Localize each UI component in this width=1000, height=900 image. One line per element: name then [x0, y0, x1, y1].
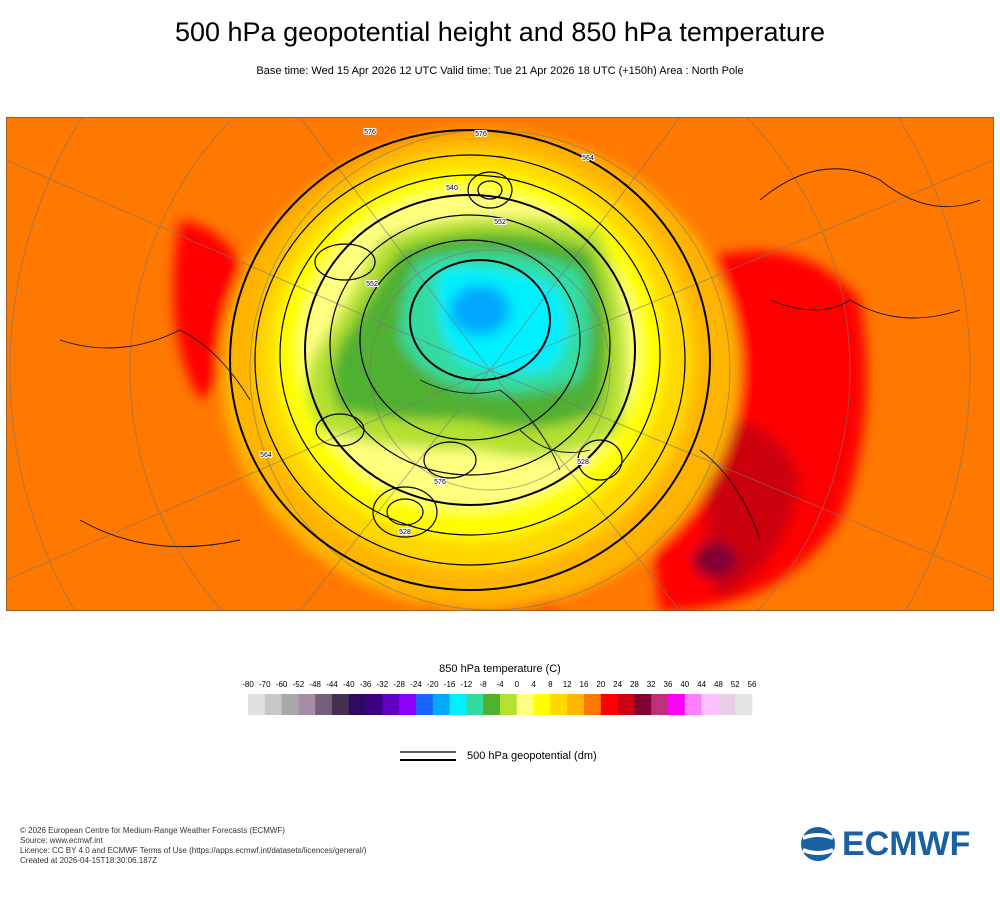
colorbar-tick-label: 28	[630, 680, 639, 689]
temperature-field	[173, 130, 867, 611]
colorbar-tick-label: 52	[731, 680, 740, 689]
colorbar-tick-label: 4	[531, 680, 536, 689]
colorbar-box	[550, 694, 568, 715]
contour-labels: 576 552 528 564 540 552 576 528 564 576	[259, 128, 595, 537]
contour-label: 564	[582, 155, 594, 162]
colorbar-tick-label: 44	[697, 680, 706, 689]
colorbar-tick-label: -12	[461, 680, 473, 689]
colorbar-box	[466, 694, 484, 715]
colorbar-box	[668, 694, 686, 715]
colorbar-tick-label: -44	[326, 680, 338, 689]
graticule	[6, 117, 994, 611]
colorbar-tick-label: -70	[259, 680, 271, 689]
colorbar-tick-label: 12	[563, 680, 572, 689]
colorbar-tick-label: 56	[748, 680, 757, 689]
colorbar-box	[718, 694, 736, 715]
contour-label: 576	[475, 131, 487, 138]
colorbar-box	[315, 694, 333, 715]
colorbar-box	[281, 694, 299, 715]
footer: © 2026 European Centre for Medium-Range …	[20, 826, 367, 865]
contour-label: 552	[366, 281, 378, 288]
colorbar-tick-label: -52	[293, 680, 305, 689]
line-legend: 500 hPa geopotential (dm)	[400, 750, 597, 762]
colorbar-box	[449, 694, 467, 715]
contour-label: 528	[399, 529, 411, 536]
footer-line: Source: www.ecmwf.int	[20, 836, 103, 845]
colorbar-box	[483, 694, 501, 715]
colorbar-tick-label: 20	[596, 680, 605, 689]
colorbar-box	[399, 694, 417, 715]
colorbar-tick-label: -60	[276, 680, 288, 689]
title: 500 hPa geopotential height and 850 hPa …	[175, 17, 825, 47]
colorbar-tick-label: 32	[647, 680, 656, 689]
colorbar-tick-label: 48	[714, 680, 723, 689]
line-legend-label: 500 hPa geopotential (dm)	[467, 750, 597, 762]
colorbar-tick-label: -36	[360, 680, 372, 689]
colorbar-tick-label: -24	[410, 680, 422, 689]
colorbar-box	[701, 694, 719, 715]
colorbar-tick-label: 36	[664, 680, 673, 689]
contour-label: 576	[434, 479, 446, 486]
colorbar-box	[365, 694, 383, 715]
contour-label: 576	[364, 129, 376, 136]
colorbar-box	[248, 694, 266, 715]
colorbar-tick-label: -8	[480, 680, 488, 689]
footer-line: Licence: CC BY 4.0 and ECMWF Terms of Us…	[20, 846, 367, 855]
logo: ECMWF	[801, 825, 970, 863]
colorbar-box	[584, 694, 602, 715]
coastlines	[59, 168, 981, 548]
footer-line: © 2026 European Centre for Medium-Range …	[20, 826, 285, 835]
logo-icon	[801, 827, 835, 861]
colorbar-box	[332, 694, 350, 715]
colorbar-box	[516, 694, 534, 715]
subtitle: Base time: Wed 15 Apr 2026 12 UTC Valid …	[256, 65, 743, 77]
colorbar: -80 -70 -60 -52 -48 -44 -40 -36 -32 -28 -24 -20 -16-…	[242, 680, 757, 715]
colorbar-box	[416, 694, 434, 715]
colorbar-box	[567, 694, 585, 715]
colorbar-box	[600, 694, 618, 715]
colorbar-tick-label: -40	[343, 680, 355, 689]
colorbar-box	[348, 694, 366, 715]
colorbar-box	[634, 694, 652, 715]
logo-icon-lines	[802, 833, 834, 855]
footer-line: Created at 2026-04-15T18:30:06.187Z	[20, 856, 157, 865]
colorbar-box	[500, 694, 518, 715]
contour-label: 528	[577, 459, 589, 466]
colorbar-box	[617, 694, 635, 715]
colorbar-tick-label: -80	[242, 680, 254, 689]
colorbar-tick-label: -32	[377, 680, 389, 689]
colorbar-box	[735, 694, 753, 715]
colorbar-title: 850 hPa temperature (C)	[439, 663, 561, 675]
colorbar-box	[432, 694, 450, 715]
colorbar-box	[684, 694, 702, 715]
colorbar-box	[382, 694, 400, 715]
colorbar-box	[533, 694, 551, 715]
colorbar-tick-label: 40	[680, 680, 689, 689]
geopotential-contours	[229, 129, 711, 591]
colorbar-tick-label: -16	[444, 680, 456, 689]
colorbar-tick-label: -4	[496, 680, 504, 689]
colorbar-box	[264, 694, 282, 715]
map: 576 552 528 564 540 552 576 528 564 576	[6, 117, 994, 611]
contour-label: 564	[260, 452, 272, 459]
colorbar-tick-label: 8	[548, 680, 553, 689]
colorbar-box	[651, 694, 669, 715]
contour-label: 552	[494, 219, 506, 226]
colorbar-tick-label: 24	[613, 680, 622, 689]
colorbar-tick-label: 16	[580, 680, 589, 689]
contour-label: 540	[446, 185, 458, 192]
colorbar-tick-label: -28	[393, 680, 405, 689]
colorbar-box	[298, 694, 316, 715]
logo-text: ECMWF	[842, 825, 970, 863]
colorbar-tick-label: 0	[515, 680, 520, 689]
colorbar-tick-label: -20	[427, 680, 439, 689]
colorbar-tick-label: -48	[309, 680, 321, 689]
